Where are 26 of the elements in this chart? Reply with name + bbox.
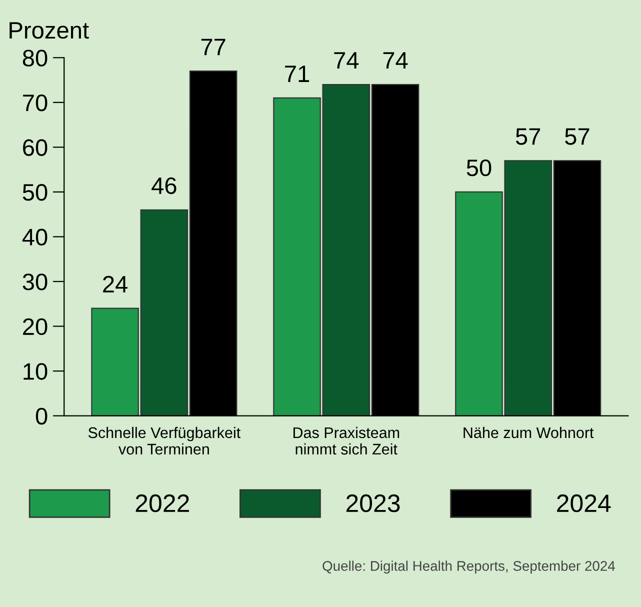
y-tick-label: 0 (36, 408, 48, 425)
y-tick-label: 80 (22, 50, 48, 66)
y-tick-label: 70 (23, 94, 48, 112)
x-tick-label: Schnelle Verfügbarkeit von Terminen (88, 426, 241, 455)
data-label: 57 (565, 128, 590, 145)
source-note: Quelle: Digital Health Reports, September 2024 (322, 560, 615, 574)
data-label: 24 (103, 276, 128, 292)
y-tick-label: 30 (22, 274, 48, 290)
data-label: 57 (516, 128, 540, 145)
y-axis-title: Prozent (10, 22, 89, 39)
legend-label: 2023 (346, 494, 400, 512)
data-label: 46 (152, 177, 176, 194)
x-tick-label: Das Praxisteam nimmt sich Zeit (293, 426, 400, 455)
data-label: 50 (466, 159, 492, 176)
legend-label: 2024 (557, 494, 611, 512)
y-tick-label: 10 (24, 363, 48, 380)
y-tick-label: 20 (23, 318, 48, 336)
y-tick-label: 40 (22, 228, 48, 246)
x-tick-label: Nähe zum Wohnort (464, 426, 594, 438)
data-label: 77 (201, 38, 226, 56)
y-tick-label: 60 (23, 139, 48, 156)
y-tick-label: 50 (22, 184, 48, 201)
legend-label: 2022 (136, 494, 189, 512)
data-label: 74 (383, 52, 408, 69)
data-label: 74 (334, 52, 359, 69)
data-label: 71 (285, 66, 309, 82)
